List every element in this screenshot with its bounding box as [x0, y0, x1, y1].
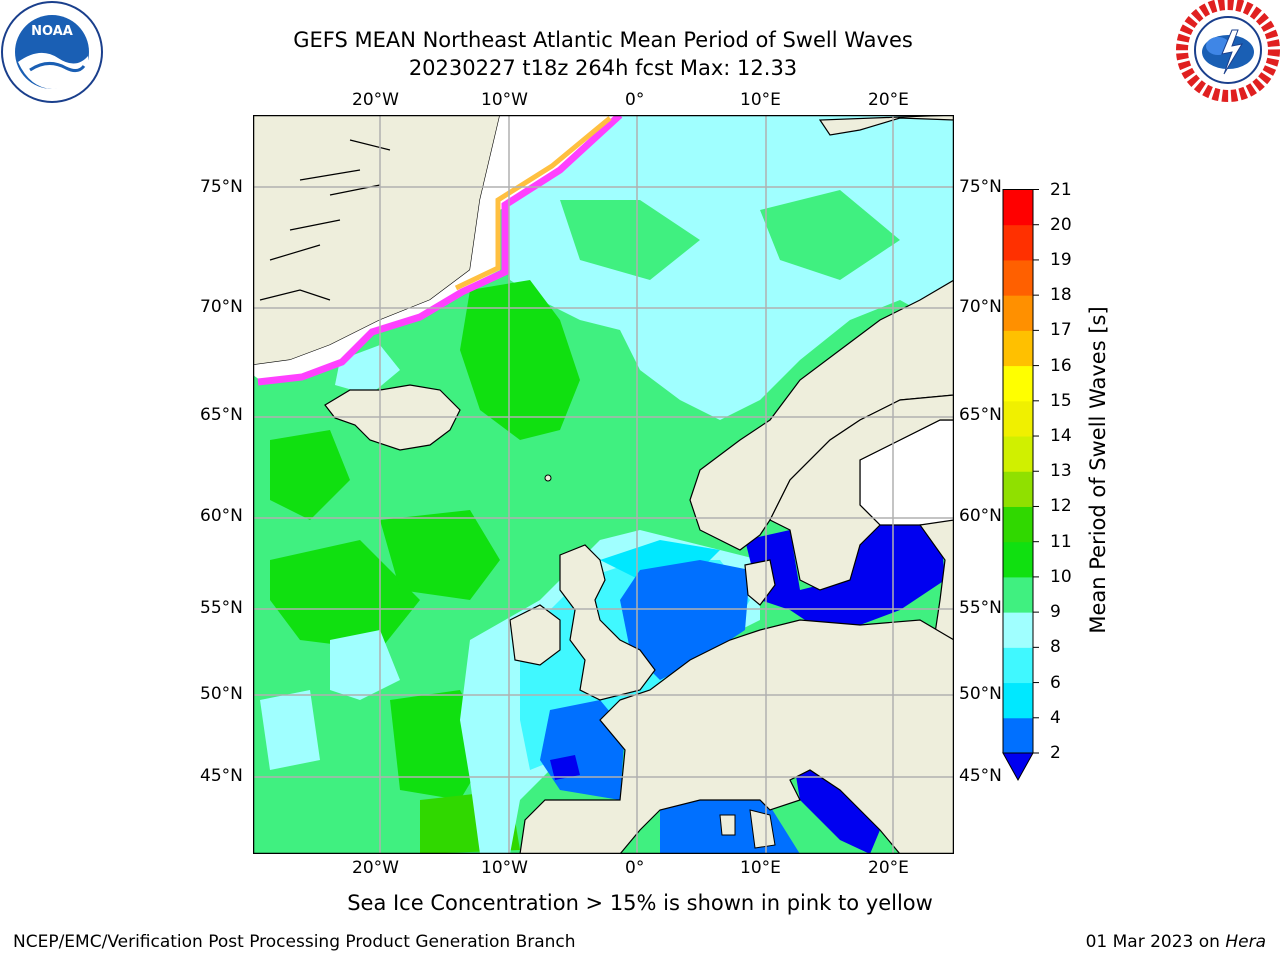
- colorbar-segment: [1003, 647, 1033, 684]
- nws-logo-icon: [1176, 0, 1280, 102]
- colorbar-tick-label: 8: [1050, 637, 1061, 658]
- lat-label-right-50n: 50°N: [959, 684, 1002, 704]
- colorbar: [1002, 189, 1039, 782]
- colorbar-tick-label: 13: [1050, 461, 1072, 482]
- colorbar-tick-label: 10: [1050, 566, 1072, 587]
- lat-label-left-55n: 55°N: [200, 598, 243, 618]
- colorbar-segment: [1003, 400, 1033, 437]
- colorbar-label: Mean Period of Swell Waves [s]: [1086, 306, 1110, 634]
- colorbar-segment: [1003, 295, 1033, 331]
- swell-period-map: [253, 115, 954, 854]
- lat-label-right-75n: 75°N: [959, 177, 1002, 197]
- colorbar-tick-label: 6: [1050, 672, 1061, 693]
- lat-label-left-45n: 45°N: [200, 766, 243, 786]
- colorbar-segment: [1003, 259, 1033, 296]
- ireland-land: [509, 604, 561, 666]
- sea-ice-caption: Sea Ice Concentration > 15% is shown in …: [347, 891, 933, 915]
- colorbar-tick-label: 12: [1050, 496, 1072, 517]
- colorbar-segment: [1003, 471, 1033, 507]
- bright-green-region: [460, 280, 580, 440]
- footer-host: Hera: [1225, 932, 1266, 952]
- colorbar-segment: [1003, 717, 1033, 754]
- colorbar-tick-label: 15: [1050, 390, 1072, 411]
- lat-label-left-70n: 70°N: [200, 297, 243, 317]
- lat-label-left-60n: 60°N: [200, 506, 243, 526]
- colorbar-ticks: [1033, 189, 1039, 754]
- colorbar-tick-label: 21: [1050, 179, 1072, 200]
- map-frame: [253, 115, 954, 854]
- lat-label-right-70n: 70°N: [959, 297, 1002, 317]
- chart-title: GEFS MEAN Northeast Atlantic Mean Period…: [293, 28, 913, 52]
- colorbar-tick-label: 2: [1050, 743, 1061, 763]
- graticule: [253, 115, 954, 854]
- lat-label-left-75n: 75°N: [200, 177, 243, 197]
- lon-label-bottom-20w: 20°W: [352, 858, 399, 878]
- colorbar-segment: [1003, 330, 1033, 367]
- sweden-land: [769, 394, 954, 591]
- lon-label-bottom-10e: 10°E: [740, 858, 781, 878]
- footer-date: 01 Mar 2023 on: [1085, 932, 1226, 952]
- colorbar-segment: [1003, 189, 1033, 226]
- colorbar-tick-label: 11: [1050, 531, 1072, 552]
- lon-label-bottom-20e: 20°E: [868, 858, 909, 878]
- chart-subtitle: 20230227 t18z 264h fcst Max: 12.33: [408, 56, 798, 80]
- colorbar-tick-label: 4: [1050, 707, 1061, 728]
- colorbar-segment: [1003, 506, 1033, 543]
- colorbar-segment: [1003, 682, 1033, 719]
- colorbar-segment: [1003, 541, 1033, 578]
- colorbar-segments: [1003, 189, 1033, 754]
- lon-label-top-10w: 10°W: [481, 90, 528, 110]
- lat-label-right-45n: 45°N: [959, 766, 1002, 786]
- colorbar-tick-label: 14: [1050, 426, 1072, 447]
- colorbar-tick-label: 16: [1050, 355, 1072, 376]
- lon-label-top-20e: 20°E: [868, 90, 909, 110]
- colorbar-tick-label: 20: [1050, 214, 1072, 235]
- lon-label-bottom-10w: 10°W: [481, 858, 528, 878]
- footer-date-host: 01 Mar 2023 on Hera: [1086, 932, 1266, 952]
- colorbar-tick-label: 18: [1050, 285, 1072, 306]
- lat-label-right-65n: 65°N: [959, 405, 1002, 425]
- lat-label-right-60n: 60°N: [959, 506, 1002, 526]
- great-britain-land: [559, 544, 656, 701]
- colorbar-segment: [1003, 365, 1033, 402]
- lat-label-left-65n: 65°N: [200, 405, 243, 425]
- svg-text:NOAA: NOAA: [31, 24, 73, 39]
- europe-mainland: [519, 619, 954, 854]
- colorbar-tick-label: 9: [1050, 602, 1061, 623]
- lon-label-top-20w: 20°W: [352, 90, 399, 110]
- colorbar-tick-label: 19: [1050, 249, 1072, 270]
- footer-organization: NCEP/EMC/Verification Post Processing Pr…: [13, 932, 576, 952]
- colorbar-extend-triangle: [1002, 752, 1034, 782]
- dark-blue-region-adriatic: [795, 770, 880, 854]
- colorbar-segment: [1003, 612, 1033, 648]
- blue-region-north-sea: [620, 560, 750, 680]
- lon-label-bottom-0: 0°: [625, 858, 645, 878]
- colorbar-segment: [1003, 436, 1033, 472]
- colorbar-segment: [1003, 576, 1033, 613]
- lon-label-top-0: 0°: [625, 90, 645, 110]
- noaa-logo-icon: NOAA: [1, 1, 103, 103]
- lon-label-top-10e: 10°E: [740, 90, 781, 110]
- lat-label-left-50n: 50°N: [200, 684, 243, 704]
- lat-label-right-55n: 55°N: [959, 598, 1002, 618]
- colorbar-tick-label: 17: [1050, 320, 1072, 341]
- svalbard-land: [818, 115, 954, 136]
- colorbar-segment: [1003, 224, 1033, 261]
